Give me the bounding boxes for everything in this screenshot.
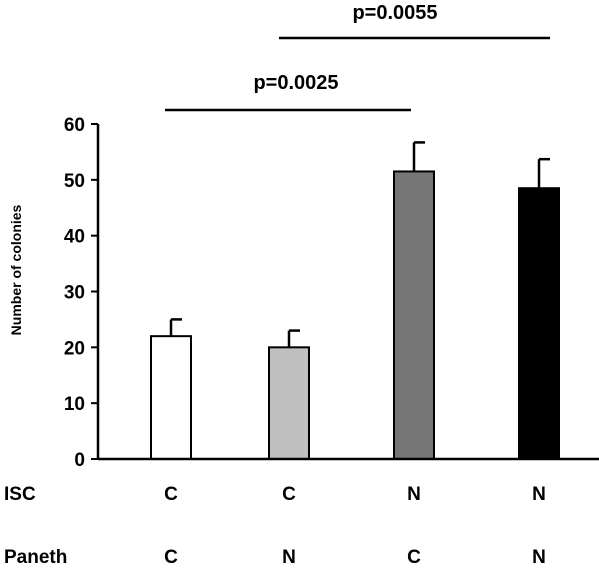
p-value-label: p=0.0055: [352, 2, 437, 24]
y-tick-label: 60: [64, 115, 85, 136]
bar: [518, 187, 560, 460]
isc-category-label: N: [407, 484, 421, 505]
paneth-category-label: C: [407, 547, 421, 568]
category-labels: C C C N N C N N: [164, 484, 546, 568]
axes: [96, 124, 599, 461]
significance-annotations: p=0.0025 p=0.0055: [165, 2, 550, 112]
isc-category-label: C: [164, 484, 178, 505]
paneth-category-label: N: [532, 547, 546, 568]
y-tick-label: 40: [64, 227, 85, 248]
isc-category-label: C: [282, 484, 296, 505]
bar: [268, 346, 310, 461]
error-bars: [169, 141, 550, 348]
bar: [150, 335, 192, 460]
y-axis-label: Number of colonies: [8, 204, 24, 335]
y-tick-label: 10: [64, 394, 85, 415]
isc-category-label: N: [532, 484, 546, 505]
y-axis-ticks: 0 10 20 30 40 50 60: [64, 115, 98, 471]
bars: [150, 170, 560, 461]
y-tick-label: 20: [64, 338, 85, 359]
paneth-category-label: N: [282, 547, 296, 568]
y-tick-label: 0: [74, 450, 85, 471]
p-value-label: p=0.0025: [253, 72, 338, 94]
bar: [393, 170, 435, 460]
paneth-row-label: Paneth: [4, 547, 67, 568]
y-tick-label: 30: [64, 283, 85, 304]
isc-row-label: ISC: [4, 484, 36, 505]
y-tick-label: 50: [64, 171, 85, 192]
paneth-category-label: C: [164, 547, 178, 568]
